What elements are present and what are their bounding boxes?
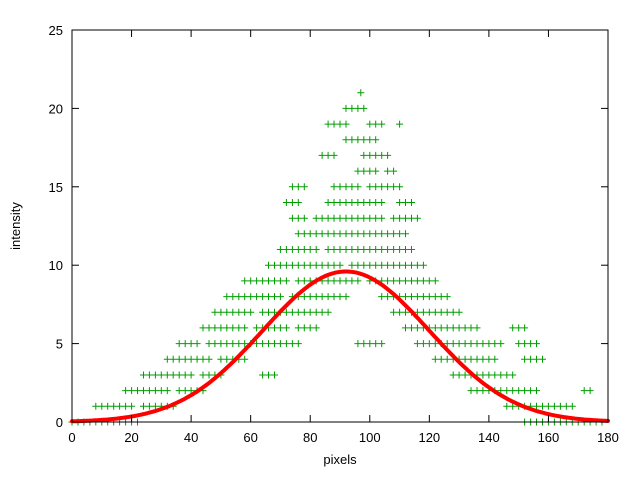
x-tick-label: 100 (359, 430, 381, 445)
x-tick-label: 140 (478, 430, 500, 445)
x-tick-label: 40 (184, 430, 198, 445)
y-tick-label: 20 (49, 101, 63, 116)
x-tick-label: 0 (68, 430, 75, 445)
y-tick-label: 15 (49, 180, 63, 195)
y-axis-label: intensity (8, 202, 23, 250)
x-tick-label: 160 (538, 430, 560, 445)
y-tick-label: 10 (49, 258, 63, 273)
x-tick-label: 120 (418, 430, 440, 445)
x-tick-label: 80 (303, 430, 317, 445)
x-tick-label: 20 (124, 430, 138, 445)
x-tick-label: 60 (243, 430, 257, 445)
y-tick-label: 0 (56, 415, 63, 430)
y-tick-label: 25 (49, 23, 63, 38)
scatter-points (68, 89, 606, 426)
tick-labels: 0 20 40 60 80 100 120 140 160 180 0 5 10 15 20 25 (49, 23, 619, 445)
fit-curve (70, 269, 610, 424)
x-axis-label: pixels (323, 452, 357, 467)
x-tick-label: 180 (597, 430, 619, 445)
y-tick-label: 5 (56, 337, 63, 352)
plot-border (71, 29, 609, 423)
axis-ticks (71, 29, 609, 423)
